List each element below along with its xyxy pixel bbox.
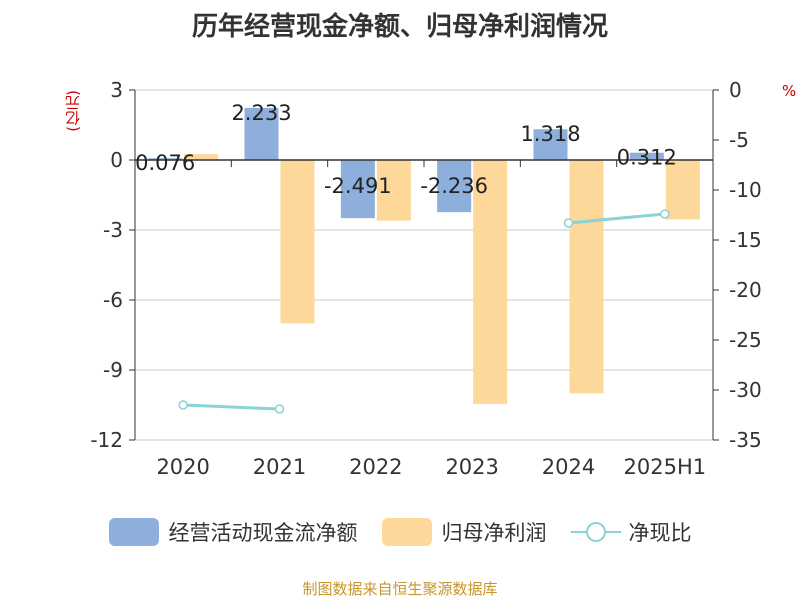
bar-net-profit: [280, 160, 315, 324]
legend-item-net-profit[interactable]: 归母净利润: [381, 517, 547, 547]
left-tick-label: 0: [110, 148, 123, 172]
category-label: 2021: [253, 455, 306, 479]
category-label: 2020: [156, 455, 209, 479]
bar-net-profit: [473, 160, 508, 404]
legend: 经营活动现金流净额 归母净利润 净现比: [0, 517, 800, 547]
right-tick-label: 0: [729, 78, 742, 102]
right-axis-unit: %: [782, 82, 797, 100]
legend-label-cashflow: 经营活动现金流净额: [168, 521, 358, 545]
bar-net-profit: [376, 160, 411, 221]
bar-net-profit: [184, 154, 219, 160]
bar-cashflow: [244, 107, 279, 160]
left-tick-label: -6: [103, 288, 123, 312]
category-label: 2022: [349, 455, 402, 479]
data-label-cashflow: -2.236: [420, 174, 488, 198]
line-segment-cash-ratio: [568, 212, 665, 225]
right-tick-label: -25: [729, 328, 762, 352]
right-tick-label: -30: [729, 378, 762, 402]
category-label: 2025H1: [624, 455, 707, 479]
bar-net-profit: [569, 160, 604, 394]
data-label-cashflow: -2.491: [324, 174, 392, 198]
bar-cashflow: [533, 129, 568, 160]
category-label: 2024: [542, 455, 595, 479]
right-tick-label: -10: [729, 178, 762, 202]
left-tick-label: -3: [103, 218, 123, 242]
legend-item-cashflow[interactable]: 经营活动现金流净额: [108, 517, 358, 547]
left-tick-label: -9: [103, 358, 123, 382]
bar-cashflow: [629, 152, 664, 160]
data-label-cashflow: 2.233: [231, 101, 291, 125]
data-source-note: 制图数据来自恒生聚源数据库: [302, 580, 498, 598]
bar-cashflow: [148, 158, 183, 160]
right-tick-label: -5: [729, 128, 749, 152]
right-tick-label: -35: [729, 428, 762, 452]
data-label-cashflow: 0.312: [617, 146, 677, 170]
point-cash-ratio: [178, 400, 188, 410]
legend-item-cash-ratio[interactable]: 净现比: [570, 517, 692, 547]
legend-label-net-profit: 归母净利润: [441, 521, 547, 545]
point-cash-ratio: [274, 404, 285, 414]
legend-swatch-cash-ratio: [570, 518, 621, 546]
point-cash-ratio: [660, 209, 670, 219]
left-tick-label: 3: [110, 78, 123, 102]
chart-title: 历年经营现金净额、归母净利润情况: [191, 12, 608, 42]
legend-label-cash-ratio: 净现比: [628, 521, 692, 545]
line-segment-cash-ratio: [183, 403, 280, 411]
legend-swatch-cashflow: [108, 518, 159, 546]
right-tick-label: -15: [729, 228, 762, 252]
data-label-cashflow: 1.318: [520, 122, 580, 146]
bar-net-profit: [665, 160, 700, 220]
left-tick-label: -12: [90, 428, 123, 452]
point-cash-ratio: [563, 218, 574, 228]
right-tick-label: -20: [729, 278, 762, 302]
bar-cashflow: [437, 160, 472, 213]
data-label-cashflow: 0.076: [135, 151, 195, 175]
category-label: 2023: [445, 455, 498, 479]
legend-swatch-net-profit: [381, 518, 432, 546]
bar-cashflow: [340, 160, 375, 219]
